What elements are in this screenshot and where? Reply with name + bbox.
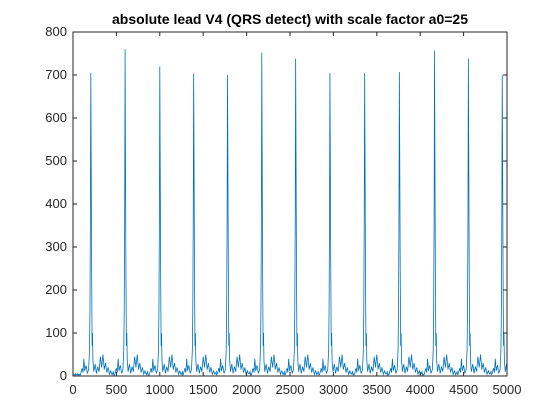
x-tick-label: 0: [69, 382, 76, 397]
x-tick-label: 500: [106, 382, 128, 397]
y-tick-label: 300: [45, 239, 67, 254]
series-layer: [72, 49, 508, 377]
y-tick-label: 700: [45, 67, 67, 82]
y-tick-label: 600: [45, 110, 67, 125]
tick-layer: 0 500 1000 1500 2000 2500 3000 3500 4000 4500 5000…: [45, 24, 521, 397]
x-tick-label: 2500: [276, 382, 305, 397]
x-tick-label: 5000: [493, 382, 522, 397]
series-line: [72, 49, 508, 377]
y-tick-label: 0: [60, 368, 67, 383]
y-tick-label: 200: [45, 282, 67, 297]
x-tick-label: 1000: [145, 382, 174, 397]
x-tick-label: 3500: [362, 382, 391, 397]
x-tick-label: 1500: [189, 382, 218, 397]
y-tick-label: 500: [45, 153, 67, 168]
y-tick-label: 400: [45, 196, 67, 211]
chart-title: absolute lead V4 (QRS detect) with scale…: [112, 11, 468, 27]
y-tick-label: 800: [45, 24, 67, 39]
x-tick-label: 3000: [319, 382, 348, 397]
x-tick-label: 4000: [406, 382, 435, 397]
axes-box: [72, 31, 508, 377]
x-tick-label: 2000: [232, 382, 261, 397]
plot-area: [73, 32, 507, 376]
y-tick-label: 100: [45, 325, 67, 340]
x-tick-label: 4500: [449, 382, 478, 397]
